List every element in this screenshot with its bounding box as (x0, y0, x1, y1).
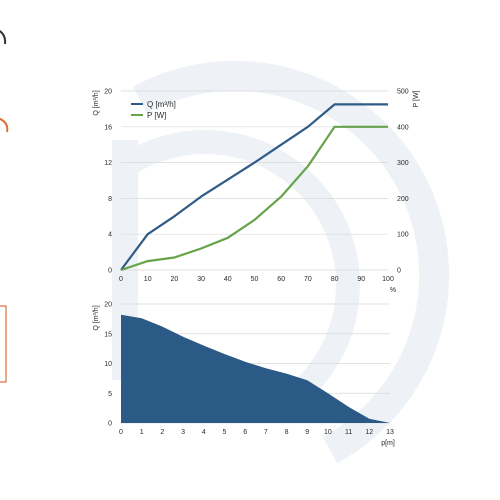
bottom-x-tick-label: 9 (305, 429, 309, 436)
bottom-y-tick-label: 0 (108, 421, 112, 428)
bottom-x-tick-label: 5 (223, 429, 227, 436)
edge-arc-dark (0, 30, 7, 45)
top-x-tick-label: 80 (331, 276, 339, 283)
top-x-tick-label: 60 (277, 276, 285, 283)
top-x-tick-label: 40 (224, 276, 232, 283)
top-right-tick-label: 0 (397, 268, 401, 275)
top-x-tick-label: 20 (171, 276, 179, 283)
top-right-tick-label: 500 (397, 89, 409, 96)
top-x-tick-label: 30 (197, 276, 205, 283)
bottom-x-tick-label: 1 (140, 429, 144, 436)
q-series-line (120, 103, 388, 271)
bottom-y-tick-label: 20 (104, 302, 112, 309)
bottom-x-tick-label: 3 (181, 429, 185, 436)
bottom-y-tick-label: 10 (104, 361, 112, 368)
bottom-x-tick-label: 2 (160, 429, 164, 436)
top-x-tick-label: 90 (357, 276, 365, 283)
top-x-tick-label: 100 (382, 276, 394, 283)
top-x-tick-label: 10 (144, 276, 152, 283)
bottom-x-tick-label: 13 (386, 429, 394, 436)
p-series-line (120, 125, 388, 272)
bottom-x-tick-label: 7 (264, 429, 268, 436)
top-right-tick-label: 300 (397, 160, 409, 167)
bottom-x-tick-label: 11 (345, 429, 352, 436)
bottom-x-tick-label: 6 (243, 429, 247, 436)
top-left-axis-title: Q [m³/h] (93, 90, 100, 115)
top-right-tick-label: 200 (397, 196, 409, 203)
top-x-tick-label: 70 (304, 276, 312, 283)
top-left-tick-label: 20 (104, 89, 112, 96)
edge-box-orange (0, 305, 7, 383)
top-right-tick-label: 400 (397, 124, 409, 131)
q-area-fill (121, 314, 390, 423)
edge-arc-orange (0, 117, 9, 133)
top-left-tick-label: 12 (104, 160, 112, 167)
bottom-x-tick-label: 4 (202, 429, 206, 436)
bottom-x-tick-label: 10 (324, 429, 332, 436)
bottom-x-tick-label: 0 (119, 429, 123, 436)
top-x-unit-label: % (390, 287, 396, 294)
top-left-tick-label: 4 (108, 232, 112, 239)
top-right-tick-label: 100 (397, 232, 409, 239)
bottom-x-tick-label: 12 (365, 429, 373, 436)
bottom-x-tick-label: 8 (285, 429, 289, 436)
top-left-tick-label: 16 (104, 124, 112, 131)
bottom-x-unit-label: p[m] (381, 440, 395, 447)
top-x-tick-label: 50 (251, 276, 259, 283)
watermark-logo (112, 60, 450, 464)
legend-label-p: P [W] (147, 111, 166, 120)
legend-label-q: Q [m³/h] (147, 100, 176, 109)
top-right-axis-title: P [W] (413, 90, 420, 107)
top-left-tick-label: 0 (108, 268, 112, 275)
bottom-y-tick-label: 15 (104, 331, 112, 338)
top-x-tick-label: 0 (119, 276, 123, 283)
bottom-y-tick-label: 5 (108, 391, 112, 398)
top-left-tick-label: 8 (108, 196, 112, 203)
bottom-y-axis-title: Q [m³/h] (93, 305, 100, 330)
